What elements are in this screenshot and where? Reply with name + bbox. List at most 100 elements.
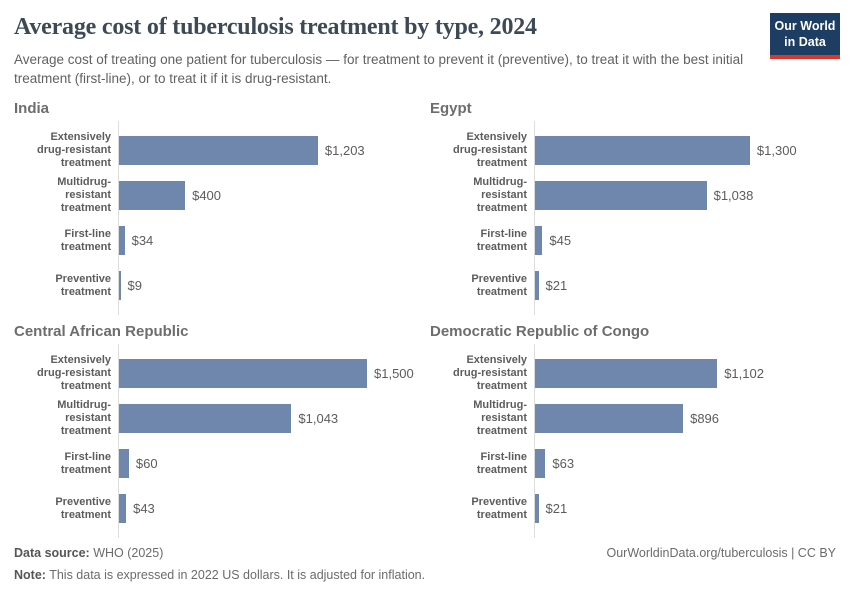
country-panel: Egypt Extensively drug-resistant treatment… xyxy=(430,100,836,316)
bar-cell: $1,203 xyxy=(118,128,420,174)
panel-chart: Extensively drug-resistant treatment $1,30… xyxy=(430,121,836,316)
bar xyxy=(535,359,718,389)
category-label-line: drug-resistant xyxy=(37,144,111,157)
owid-logo-line1: Our World xyxy=(774,19,836,33)
category-label: Extensively drug-resistant treatment xyxy=(14,128,118,173)
panels-grid: India Extensively drug-resistant treatment… xyxy=(0,88,850,539)
category-label: Multidrug-resistant treatment xyxy=(14,173,118,218)
bar-cell: $1,300 xyxy=(534,128,836,174)
bar xyxy=(535,494,539,524)
bar-row: Extensively drug-resistant treatment $1,20… xyxy=(14,128,420,174)
bar xyxy=(119,494,127,524)
bar-cell: $1,102 xyxy=(534,351,836,397)
bar xyxy=(119,271,121,301)
category-label-line: Multidrug-resistant xyxy=(473,399,527,425)
category-label-line: treatment xyxy=(476,157,527,170)
category-label-line: Preventive xyxy=(55,272,111,285)
category-label: Multidrug-resistant treatment xyxy=(430,396,534,441)
category-label-line: treatment xyxy=(60,380,111,393)
footer-note: Note: This data is expressed in 2022 US … xyxy=(14,567,836,584)
bar-cell: $1,038 xyxy=(534,173,836,219)
bar xyxy=(119,181,186,211)
category-label-line: Multidrug-resistant xyxy=(473,176,527,202)
category-label: Extensively drug-resistant treatment xyxy=(430,351,534,396)
category-label: First-line treatment xyxy=(14,218,118,263)
category-label-line: Multidrug-resistant xyxy=(57,176,111,202)
bar-row: Preventive treatment $43 xyxy=(14,486,420,532)
category-label-line: treatment xyxy=(60,425,111,438)
chart-footer: Data source: WHO (2025) OurWorldinData.o… xyxy=(14,545,836,584)
panel-chart: Extensively drug-resistant treatment $1,10… xyxy=(430,344,836,539)
bar-value-label: $1,043 xyxy=(298,411,339,427)
axis-line xyxy=(534,308,836,316)
bar-row: Extensively drug-resistant treatment $1,50… xyxy=(14,351,420,397)
data-source-label: Data source: xyxy=(14,546,90,561)
bar-cell: $1,043 xyxy=(118,396,420,442)
bar xyxy=(535,271,539,301)
axis-head-row xyxy=(430,344,836,352)
owid-logo[interactable]: Our World in Data xyxy=(770,13,840,60)
bar-row: First-line treatment $60 xyxy=(14,441,420,487)
bar-cell: $896 xyxy=(534,396,836,442)
axis-head-row xyxy=(430,121,836,129)
category-label: First-line treatment xyxy=(430,441,534,486)
bar-value-label: $21 xyxy=(545,501,568,517)
bar-value-label: $45 xyxy=(549,233,572,249)
category-label: Preventive treatment xyxy=(14,486,118,531)
bar-value-label: $1,300 xyxy=(756,143,797,159)
category-label: Multidrug-resistant treatment xyxy=(14,396,118,441)
category-label-line: treatment xyxy=(476,380,527,393)
bar-value-label: $43 xyxy=(133,501,155,517)
category-label-line: Preventive xyxy=(55,495,111,508)
panel-title: Egypt xyxy=(430,100,472,118)
chart-subtitle: Average cost of treating one patient for… xyxy=(14,52,744,87)
category-label: Preventive treatment xyxy=(430,486,534,531)
category-label-line: Preventive xyxy=(471,495,527,508)
bar-value-label: $60 xyxy=(135,456,158,472)
category-label-line: treatment xyxy=(60,157,111,170)
bar xyxy=(535,404,684,434)
footer-source-row: Data source: WHO (2025) OurWorldinData.o… xyxy=(14,545,836,562)
axis-line xyxy=(534,121,836,129)
bar-value-label: $9 xyxy=(127,278,142,294)
data-source-text: WHO (2025) xyxy=(89,546,164,561)
category-label: First-line treatment xyxy=(430,218,534,263)
category-label-line: treatment xyxy=(60,285,111,298)
axis-head-row xyxy=(14,121,420,129)
bar-value-label: $1,203 xyxy=(324,143,365,159)
bar-row: Multidrug-resistant treatment $400 xyxy=(14,173,420,219)
category-label-line: drug-resistant xyxy=(37,367,111,380)
bar-cell: $21 xyxy=(534,486,836,532)
bar-row: Preventive treatment $9 xyxy=(14,263,420,309)
panel-title: India xyxy=(14,100,50,118)
country-panel: Democratic Republic of Congo Extensively… xyxy=(430,323,836,539)
category-label-line: Extensively xyxy=(50,131,111,144)
bar-cell: $1,500 xyxy=(118,351,420,397)
bar-value-label: $400 xyxy=(192,188,222,204)
axis-head-row xyxy=(14,344,420,352)
category-label-line: Extensively xyxy=(466,131,527,144)
category-label-line: First-line treatment xyxy=(476,450,527,476)
country-panel: Central African Republic Extensively drug… xyxy=(14,323,420,539)
axis-tail-row xyxy=(14,308,420,316)
category-label-line: drug-resistant xyxy=(453,367,527,380)
category-label-line: First-line treatment xyxy=(60,227,111,253)
panel-chart: Extensively drug-resistant treatment $1,20… xyxy=(14,121,420,316)
axis-tail-row xyxy=(430,308,836,316)
bar xyxy=(119,136,318,166)
owid-link[interactable]: OurWorldinData.org/tuberculosis | CC BY xyxy=(606,546,837,561)
category-label: Extensively drug-resistant treatment xyxy=(430,128,534,173)
bar-cell: $9 xyxy=(118,263,420,309)
bar-cell: $400 xyxy=(118,173,420,219)
axis-tail-row xyxy=(14,531,420,539)
bar xyxy=(119,449,129,479)
category-label-line: treatment xyxy=(60,508,111,521)
bar-cell: $45 xyxy=(534,218,836,264)
category-label: Multidrug-resistant treatment xyxy=(430,173,534,218)
bar-value-label: $1,500 xyxy=(374,366,414,382)
bar-value-label: $21 xyxy=(545,278,568,294)
bar xyxy=(535,181,707,211)
bar-row: Multidrug-resistant treatment $1,043 xyxy=(14,396,420,442)
category-label-line: treatment xyxy=(476,285,527,298)
